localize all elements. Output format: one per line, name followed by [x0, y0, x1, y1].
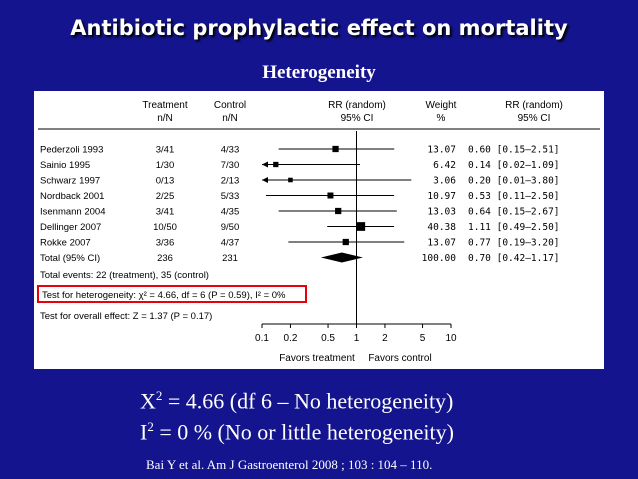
x-tick-label: 10	[445, 333, 457, 344]
chi-text: = 4.66 (df 6 – No heterogeneity)	[162, 388, 454, 414]
study-ci-text: 1.11 [0.49–2.50]	[468, 222, 560, 233]
forest-plot-panel: Treatment n/N Control n/N RR (random) 95…	[34, 91, 604, 369]
x-tick-label: 0.2	[283, 333, 297, 344]
slide-subtitle: Heterogeneity	[262, 62, 376, 83]
header-treatment: Treatment	[142, 100, 187, 111]
study-ci-text: 0.20 [0.01–3.80]	[468, 176, 560, 187]
study-name: Schwarz 1997	[40, 176, 100, 187]
study-ci-text: 0.60 [0.15–2.51]	[468, 145, 560, 156]
study-ci-text: 0.64 [0.15–2.67]	[468, 207, 560, 218]
study-point	[332, 145, 339, 153]
study-weight: 13.03	[427, 207, 456, 218]
favors-treatment-label: Favors treatment	[279, 353, 355, 364]
header-weight: Weight	[426, 100, 457, 111]
study-name: Rokke 2007	[40, 238, 91, 249]
study-name: Dellinger 2007	[40, 222, 101, 233]
i-superscript: 2	[147, 419, 154, 434]
study-name: Nordback 2001	[40, 191, 104, 202]
header-rr: RR (random)	[328, 100, 386, 111]
i-square-statement: I2 = 0 % (No or little heterogeneity)	[140, 419, 454, 445]
study-weight: 13.07	[427, 145, 456, 156]
study-weight: 13.07	[427, 238, 456, 249]
i-text: = 0 % (No or little heterogeneity)	[153, 419, 454, 445]
study-point	[335, 207, 342, 215]
header-treatment-sub: n/N	[157, 113, 173, 124]
study-treatment: 3/41	[156, 145, 175, 156]
study-control: 4/35	[221, 207, 240, 218]
x-tick-label: 2	[382, 333, 388, 344]
study-treatment: 2/25	[156, 191, 175, 202]
header-rr-text-sub: 95% CI	[518, 113, 551, 124]
study-control: 7/30	[221, 160, 240, 171]
study-point	[356, 222, 366, 231]
study-weight: 40.38	[427, 222, 456, 233]
study-treatment: 3/41	[156, 207, 175, 218]
total-name: Total (95% CI)	[40, 253, 100, 264]
total-weight: 100.00	[422, 253, 457, 264]
favors-control-label: Favors control	[368, 353, 431, 364]
study-control: 9/50	[221, 222, 240, 233]
study-point	[273, 161, 279, 168]
study-ci-text: 0.14 [0.02–1.09]	[468, 160, 560, 171]
x-tick-label: 1	[354, 333, 360, 344]
total-treatment: 236	[157, 253, 173, 264]
heterogeneity-highlight-box	[37, 285, 307, 303]
study-point	[342, 238, 349, 246]
study-rows: Pederzoli 1993 3/41 4/33 13.07 0.60 [0.15–2.…	[40, 145, 560, 265]
header-weight-sub: %	[437, 113, 446, 124]
header-control-sub: n/N	[222, 113, 238, 124]
total-ci-text: 0.70 [0.42–1.17]	[468, 253, 560, 264]
study-ci-arrow	[262, 177, 268, 183]
pooled-diamond	[320, 252, 363, 263]
heterogeneity-test: Test for heterogeneity: χ² = 4.66, df = …	[42, 290, 286, 301]
study-control: 2/13	[221, 176, 240, 187]
study-treatment: 1/30	[156, 160, 175, 171]
i-symbol: I	[140, 419, 148, 445]
study-point	[288, 177, 293, 183]
study-control: 5/33	[221, 191, 240, 202]
study-name: Pederzoli 1993	[40, 145, 103, 156]
total-control: 231	[222, 253, 238, 264]
study-ci-arrow	[262, 161, 268, 168]
chi-square-statement: X2 = 4.66 (df 6 – No heterogeneity)	[140, 388, 453, 414]
study-ci-text: 0.77 [0.19–3.20]	[468, 238, 560, 249]
x-tick-label: 5	[420, 333, 426, 344]
x-tick-label: 0.5	[321, 333, 335, 344]
header-rr-text: RR (random)	[505, 100, 563, 111]
study-treatment: 10/50	[153, 222, 177, 233]
chi-symbol: X	[140, 388, 156, 414]
total-events: Total events: 22 (treatment), 35 (contro…	[40, 270, 209, 281]
plot-area: 0.1 0.2 0.5 1 2 5 10	[255, 131, 457, 344]
chi-superscript: 2	[155, 388, 163, 403]
study-weight: 3.06	[433, 176, 456, 187]
study-control: 4/37	[221, 238, 240, 249]
header-rr-sub: 95% CI	[341, 113, 374, 124]
study-ci-text: 0.53 [0.11–2.50]	[468, 191, 560, 202]
study-treatment: 3/36	[156, 238, 175, 249]
forest-plot: Treatment n/N Control n/N RR (random) 95…	[37, 100, 600, 364]
study-treatment: 0/13	[156, 176, 175, 187]
header-control: Control	[214, 100, 246, 111]
study-weight: 6.42	[433, 160, 456, 171]
study-name: Sainio 1995	[40, 160, 90, 171]
study-name: Isenmann 2004	[40, 207, 106, 218]
study-weight: 10.97	[427, 191, 456, 202]
study-point	[327, 192, 334, 199]
study-control: 4/33	[221, 145, 240, 156]
citation: Bai Y et al. Am J Gastroenterol 2008 ; 1…	[146, 457, 433, 472]
overall-effect-test: Test for overall effect: Z = 1.37 (P = 0…	[40, 311, 212, 322]
slide-title: Antibiotic prophylactic effect on mortal…	[70, 16, 568, 40]
x-tick-label: 0.1	[255, 333, 269, 344]
